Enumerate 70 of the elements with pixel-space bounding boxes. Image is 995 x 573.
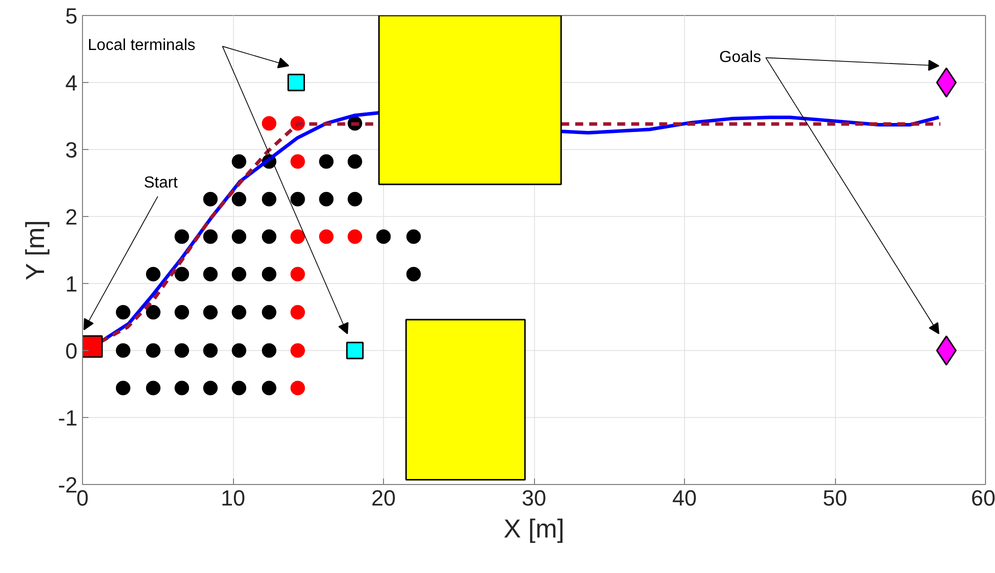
point	[319, 229, 334, 244]
point	[203, 192, 218, 206]
point	[82, 335, 103, 358]
point	[290, 343, 305, 358]
point	[262, 229, 276, 244]
point	[203, 266, 218, 282]
point	[146, 266, 160, 282]
point	[232, 380, 246, 396]
point	[174, 229, 190, 244]
point	[287, 74, 305, 92]
point	[290, 305, 305, 320]
point	[116, 343, 130, 358]
point	[203, 380, 218, 396]
point	[174, 266, 190, 282]
annotation: Start	[144, 174, 178, 192]
y-tick-label: 2	[65, 204, 78, 230]
point	[290, 380, 305, 396]
x-tick-label: 10	[220, 486, 246, 510]
point	[146, 343, 160, 358]
y-tick-label: 1	[65, 272, 78, 296]
point	[203, 305, 218, 320]
x-axis-title: X [m]	[504, 514, 564, 544]
y-tick-label: 0	[65, 338, 78, 364]
point	[232, 229, 246, 244]
point	[376, 229, 391, 244]
point	[319, 192, 334, 206]
point	[232, 305, 246, 320]
point	[262, 192, 276, 206]
point	[232, 154, 246, 169]
annotation: Local terminals	[88, 37, 196, 54]
point	[348, 229, 362, 244]
point	[203, 229, 218, 244]
x-tick-label: 30	[522, 486, 546, 510]
x-tick-label: 20	[371, 486, 396, 510]
point	[290, 154, 305, 169]
point	[319, 154, 334, 169]
point	[406, 229, 421, 244]
point	[262, 305, 276, 320]
point	[346, 342, 364, 360]
point	[262, 380, 276, 396]
y-tick-label: 5	[65, 4, 78, 28]
y-tick-label: 4	[65, 70, 78, 96]
point	[262, 343, 276, 358]
y-tick-label: 3	[65, 138, 78, 162]
x-tick-label: 50	[822, 486, 848, 510]
point	[348, 192, 362, 206]
point	[174, 380, 190, 396]
point	[146, 305, 160, 320]
point	[348, 154, 362, 169]
point	[232, 266, 246, 282]
point	[406, 266, 421, 282]
point	[232, 192, 246, 206]
y-tick-label: -1	[58, 406, 78, 430]
point	[262, 116, 276, 131]
point	[174, 305, 190, 320]
point	[203, 343, 218, 358]
point	[174, 343, 190, 358]
x-tick-label: 60	[971, 486, 995, 510]
point	[116, 305, 130, 320]
point	[262, 266, 276, 282]
point	[146, 380, 160, 396]
y-axis-title: Y [m]	[20, 220, 50, 280]
y-tick-label: -2	[58, 472, 78, 498]
point	[290, 192, 305, 206]
x-tick-label: 40	[672, 486, 697, 510]
point	[290, 229, 305, 244]
point	[290, 266, 305, 282]
annotation: Goals	[719, 49, 762, 66]
point	[116, 380, 130, 396]
point	[232, 343, 246, 358]
